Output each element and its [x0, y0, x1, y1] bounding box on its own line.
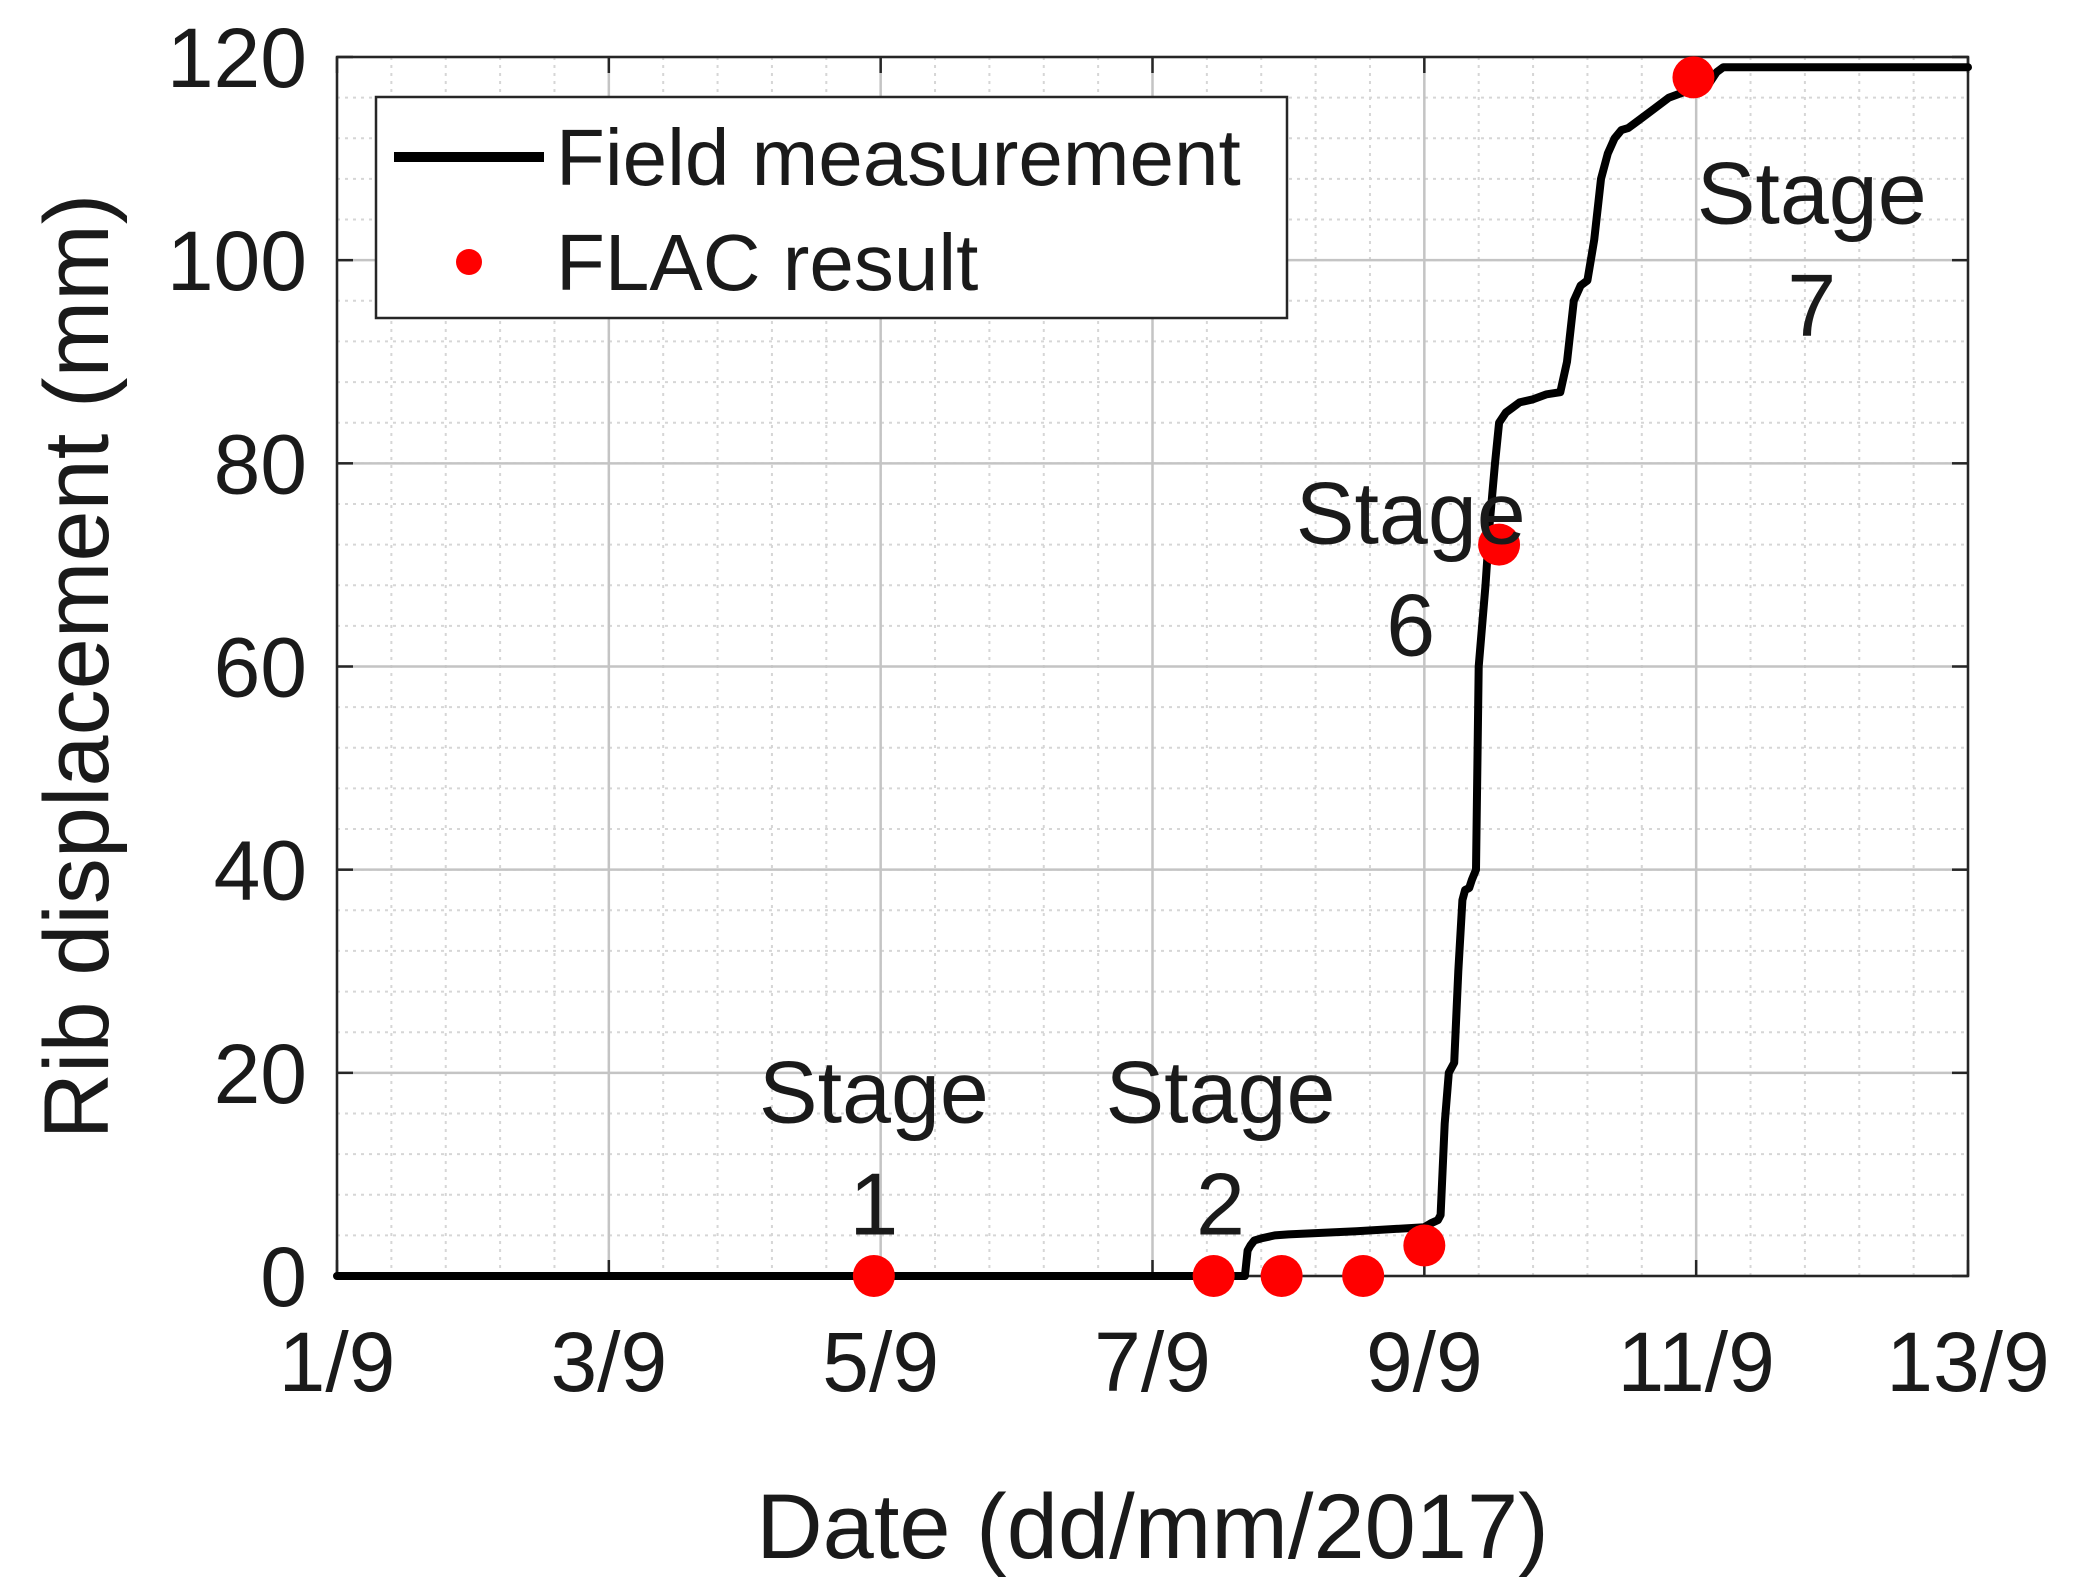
y-tick-label: 80 [214, 417, 307, 511]
y-tick-label: 40 [214, 824, 307, 918]
legend-label-flac-result: FLAC result [556, 218, 978, 307]
flac-result-point [1478, 523, 1521, 566]
series-line-field-measurement [333, 63, 1972, 1280]
x-tick-label: 1/9 [279, 1315, 396, 1409]
flac-result-point [1260, 1255, 1303, 1297]
x-tick-label: 13/9 [1886, 1315, 2050, 1409]
y-tick-label: 120 [167, 11, 307, 105]
y-tick-labels: 0 20 40 60 80 100 120 [167, 11, 307, 1324]
stage-annotation-line: 1 [849, 1155, 898, 1254]
stage-annotation-line: Stage [1105, 1043, 1335, 1142]
x-tick-labels: 1/9 3/9 5/9 7/9 9/9 11/9 13/9 [279, 1315, 2050, 1409]
legend: Field measurement FLAC result [374, 95, 1289, 320]
legend-label-field-measurement: Field measurement [556, 113, 1241, 202]
x-axis-label: Date (dd/mm/2017) [756, 1476, 1549, 1578]
stage-annotation-line: 6 [1386, 575, 1435, 674]
stage-annotation-line: 2 [1196, 1155, 1245, 1254]
flac-result-point [1192, 1255, 1235, 1297]
y-tick-label: 60 [214, 621, 307, 715]
legend-box [374, 95, 1289, 320]
x-tick-label: 11/9 [1618, 1315, 1775, 1409]
legend-dot-swatch [456, 249, 482, 275]
annotation-layer: Stage 1 Stage 2 Stage 6 Stage 7 [759, 144, 1927, 1254]
x-tick-label: 7/9 [1094, 1315, 1211, 1409]
stage-annotation-line: Stage [1697, 144, 1927, 243]
flac-result-point [1403, 1224, 1446, 1267]
series-layer [333, 56, 1972, 1297]
flac-result-point [852, 1255, 895, 1297]
stage-annotation-line: Stage [1296, 463, 1526, 562]
y-tick-label: 20 [214, 1027, 307, 1121]
x-tick-label: 9/9 [1366, 1315, 1483, 1409]
stage-annotation-line: 7 [1787, 256, 1836, 355]
x-tick-label: 3/9 [550, 1315, 667, 1409]
stage-annotation-line: Stage [759, 1043, 989, 1142]
y-axis-label: Rib displacement (mm) [26, 194, 128, 1140]
y-tick-label: 0 [260, 1230, 307, 1324]
flac-result-point [1342, 1255, 1385, 1297]
x-tick-label: 5/9 [822, 1315, 939, 1409]
y-tick-label: 100 [167, 214, 307, 308]
flac-result-point [1672, 56, 1715, 99]
